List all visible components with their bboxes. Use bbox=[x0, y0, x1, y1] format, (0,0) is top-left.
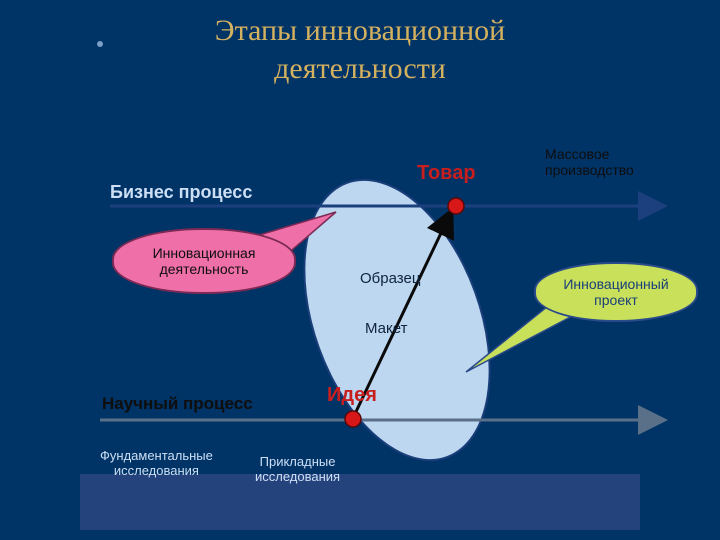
science-process-label: Научный процесс bbox=[102, 394, 253, 414]
idea-label: Идея bbox=[327, 384, 377, 407]
mockup-label: Макет bbox=[365, 320, 407, 337]
innovation-project-text: Инновационный проект bbox=[563, 276, 668, 308]
innovation-project-callout: Инновационный проект bbox=[534, 262, 698, 322]
bottom-strip bbox=[80, 474, 640, 530]
innovation-activity-callout: Инновационная деятельность bbox=[112, 228, 296, 294]
sample-label: Образец bbox=[360, 270, 420, 287]
fundamental-research-label: Фундаментальные исследования bbox=[100, 448, 213, 478]
innovation-activity-text: Инновационная деятельность bbox=[153, 245, 256, 277]
product-dot-icon bbox=[448, 198, 464, 214]
slide-canvas: Этапы инновационной деятельности Бизнес … bbox=[0, 0, 720, 540]
business-process-label: Бизнес процесс bbox=[110, 182, 252, 203]
mass-production-label: Массовое производство bbox=[545, 146, 634, 178]
applied-research-label: Прикладные исследования bbox=[255, 454, 340, 484]
product-label: Товар bbox=[417, 162, 476, 185]
title-line-1: Этапы инновационной bbox=[0, 14, 720, 48]
title-line-2: деятельности bbox=[0, 52, 720, 86]
